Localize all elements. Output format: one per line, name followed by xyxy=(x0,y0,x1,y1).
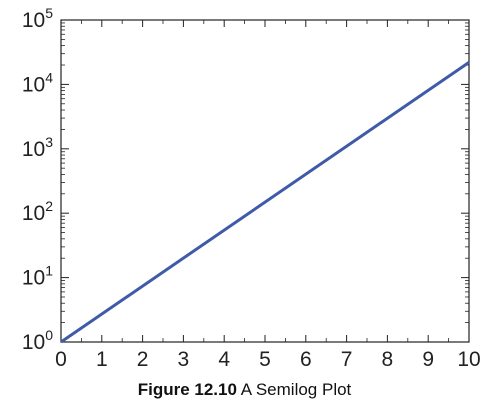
y-tick-base: 10 xyxy=(22,138,45,161)
x-tick-label: 9 xyxy=(422,348,434,370)
series-line-1 xyxy=(60,61,470,344)
y-tick-label: 100 xyxy=(22,327,53,354)
x-tick-label: 6 xyxy=(300,348,312,370)
y-tick-base: 10 xyxy=(22,202,45,225)
plot-frame xyxy=(60,19,470,343)
y-tick-exponent: 3 xyxy=(45,134,53,150)
y-tick-exponent: 2 xyxy=(45,198,53,214)
x-tick-label: 3 xyxy=(178,348,190,370)
y-tick-label: 101 xyxy=(22,263,53,290)
x-tick-labels: 0 1 2 3 4 5 6 7 8 9 10 xyxy=(55,348,481,370)
y-tick-exponent: 1 xyxy=(45,263,53,279)
x-tick-label: 5 xyxy=(259,348,271,370)
figure-caption: Figure 12.10 A Semilog Plot xyxy=(0,380,489,400)
y-tick-base: 10 xyxy=(22,267,45,290)
x-tick-label: 8 xyxy=(382,348,394,370)
y-tick-label: 105 xyxy=(22,5,53,32)
caption-text: A Semilog Plot xyxy=(236,380,352,399)
x-tick-label: 10 xyxy=(457,348,480,370)
y-tick-label: 102 xyxy=(22,198,53,225)
x-tick-label: 2 xyxy=(137,348,149,370)
y-tick-base: 10 xyxy=(22,9,45,32)
y-tick-exponent: 4 xyxy=(45,69,53,85)
y-tick-base: 10 xyxy=(22,73,45,96)
y-tick-base: 10 xyxy=(22,331,45,354)
minor-ticks xyxy=(61,20,469,342)
y-tick-exponent: 0 xyxy=(45,327,53,343)
x-tick-label: 1 xyxy=(96,348,108,370)
series-layer xyxy=(60,61,470,344)
y-tick-exponent: 5 xyxy=(45,5,53,21)
y-tick-label: 103 xyxy=(22,134,53,161)
x-tick-label: 7 xyxy=(341,348,353,370)
x-tick-label: 0 xyxy=(55,348,67,370)
caption-label: Figure 12.10 xyxy=(137,380,237,399)
x-tick-label: 4 xyxy=(218,348,230,370)
y-tick-label: 104 xyxy=(22,69,53,96)
major-ticks xyxy=(60,19,470,343)
